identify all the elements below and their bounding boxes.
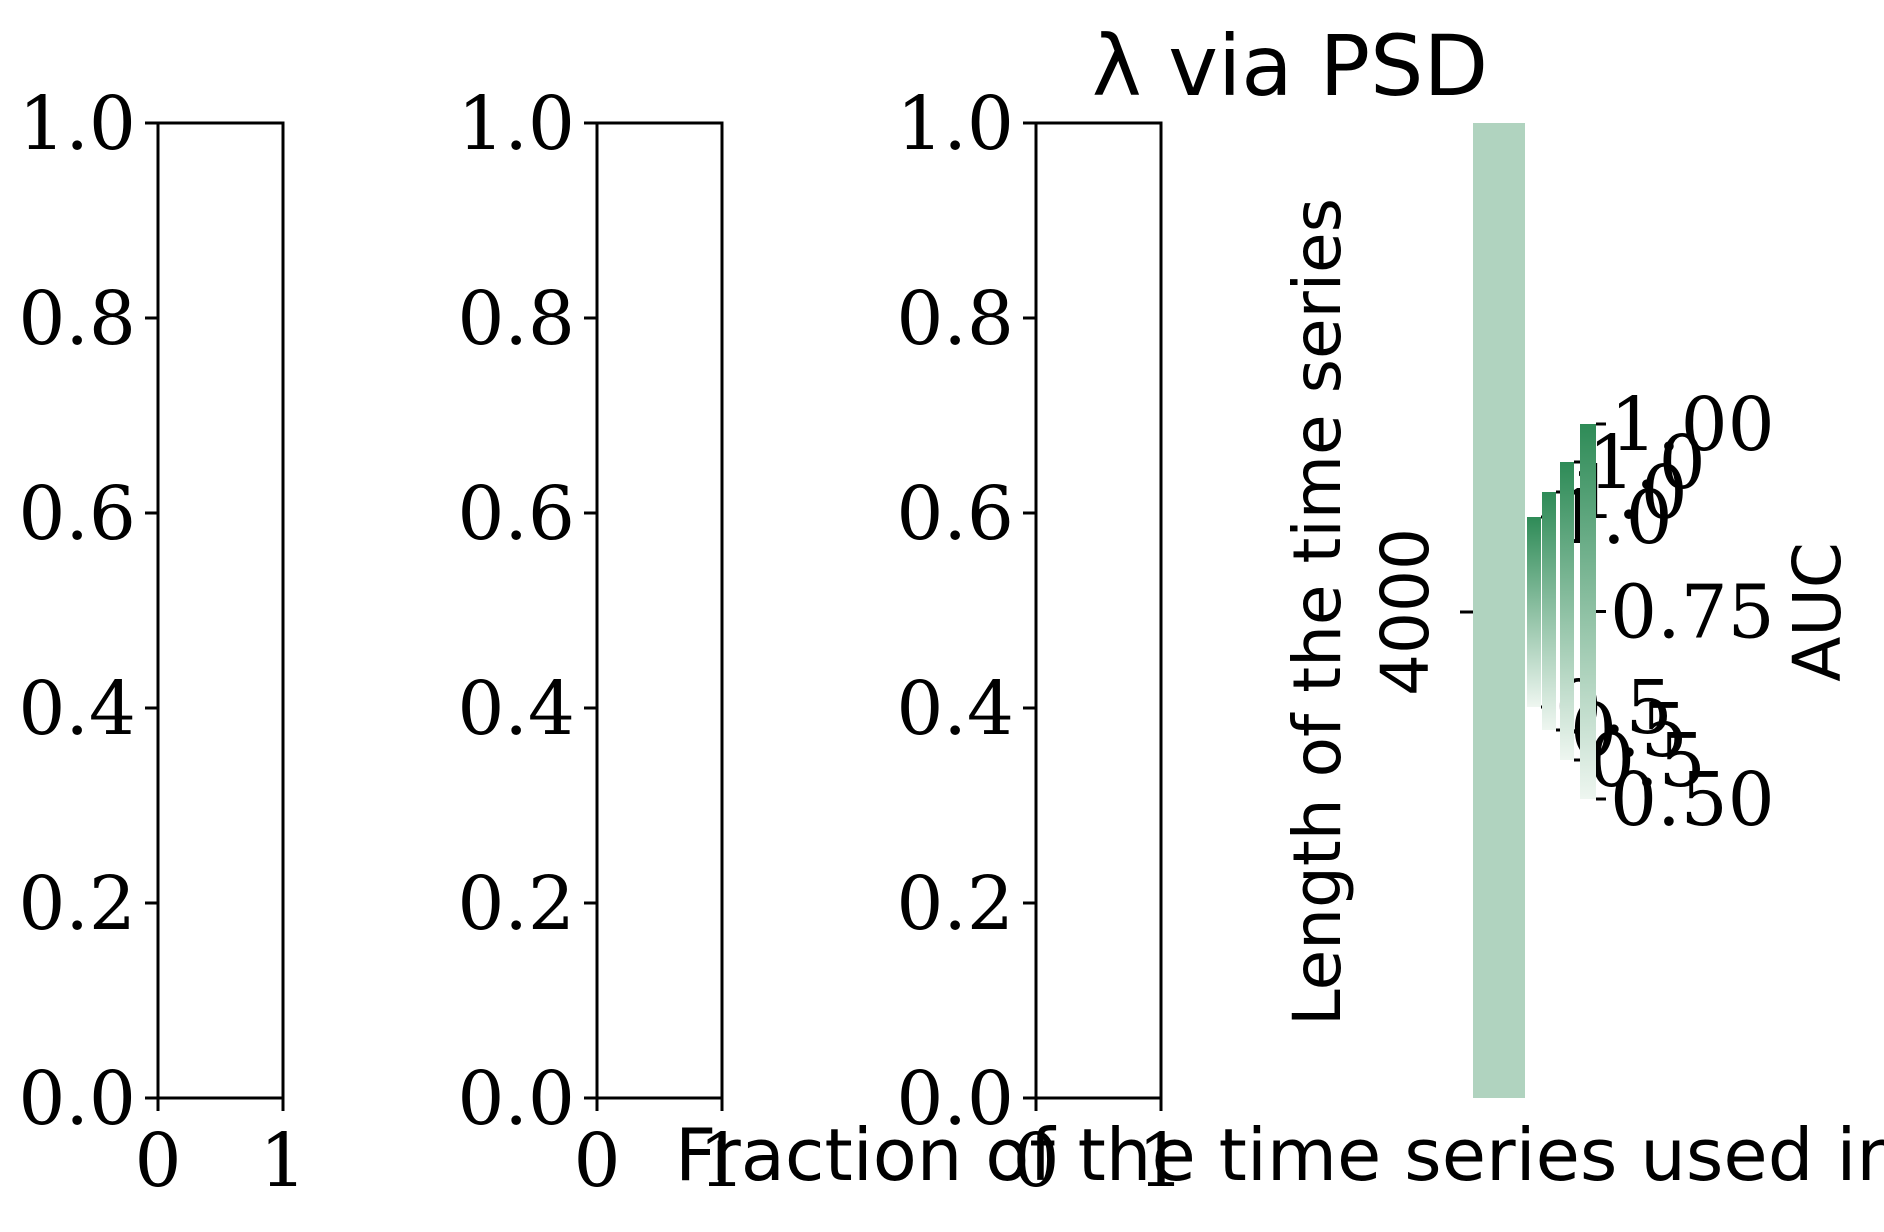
y-tick-label: 0.8: [896, 276, 1014, 362]
empty-panel-1: 0.0 0.2 0.4 0.6 0.8 1.0 0 1: [18, 81, 306, 1204]
y-tick-label: 0.0: [457, 1056, 575, 1142]
y-tick-label: 0.0: [18, 1056, 136, 1142]
y-tick-label: 0.8: [18, 276, 136, 362]
y-tick-label: 0.6: [457, 471, 575, 557]
y-tick-label: 0.2: [896, 861, 1014, 947]
heatmap-ylabel: Length of the time series: [1279, 198, 1356, 1026]
colorbar: [1542, 492, 1556, 730]
x-tick-label: 0: [1012, 1118, 1059, 1204]
colorbar: [1527, 517, 1541, 707]
x-tick-label: 0: [573, 1118, 620, 1204]
colorbar: [1580, 424, 1596, 799]
y-tick-label: 0.0: [896, 1056, 1014, 1142]
x-tick-label: 1: [698, 1118, 745, 1204]
colorbar-tick-label: 1.0: [1588, 420, 1706, 506]
colorbar-tick-label: 0.50: [1610, 757, 1775, 843]
plot-area-frame: [595, 121, 724, 1100]
colorbar-label: AUC: [1779, 542, 1856, 682]
y-tick-label: 1.0: [896, 81, 1014, 167]
x-tick-label: 1: [259, 1118, 306, 1204]
colorbar-tick-label: 0.5: [1555, 665, 1673, 751]
y-tick-label: 0.8: [457, 276, 575, 362]
colorbar: [1560, 462, 1574, 760]
y-tick-label: 0.2: [18, 861, 136, 947]
chart-title: λ via PSD: [1092, 17, 1488, 115]
x-tick-label: 1: [1137, 1118, 1184, 1204]
empty-panel-3: 0.0 0.2 0.4 0.6 0.8 1.0 0 1: [896, 81, 1184, 1204]
colorbar-tick-label: 0.5: [1588, 718, 1706, 804]
heatmap-cell: [1473, 123, 1525, 1098]
x-tick-label: 0: [134, 1118, 181, 1204]
y-tick-label: 0.2: [457, 861, 575, 947]
empty-panel-2: 0.0 0.2 0.4 0.6 0.8 1.0 0 1: [457, 81, 745, 1204]
plot-area-frame: [156, 121, 285, 1100]
colorbar-tick-label: 1.0: [1555, 475, 1673, 561]
heatmap-panel: λ via PSD 4000 Length of the time series: [1092, 17, 1525, 1098]
y-tick-label: 1.0: [18, 81, 136, 167]
y-tick-label: 0.6: [18, 471, 136, 557]
colorbar-tick-label: 0.75: [1610, 570, 1775, 656]
y-tick-label: 0.4: [896, 666, 1014, 752]
heatmap-ytick-label: 4000: [1367, 528, 1444, 696]
y-tick-label: 0.4: [18, 666, 136, 752]
colorbar-tick-label: 1.00: [1610, 382, 1775, 468]
y-tick-label: 0.4: [457, 666, 575, 752]
y-tick-label: 0.6: [896, 471, 1014, 557]
y-tick-label: 1.0: [457, 81, 575, 167]
plot-area-frame: [1034, 121, 1163, 1100]
x-axis-label: Fraction of the time series used in est: [675, 1113, 1884, 1197]
